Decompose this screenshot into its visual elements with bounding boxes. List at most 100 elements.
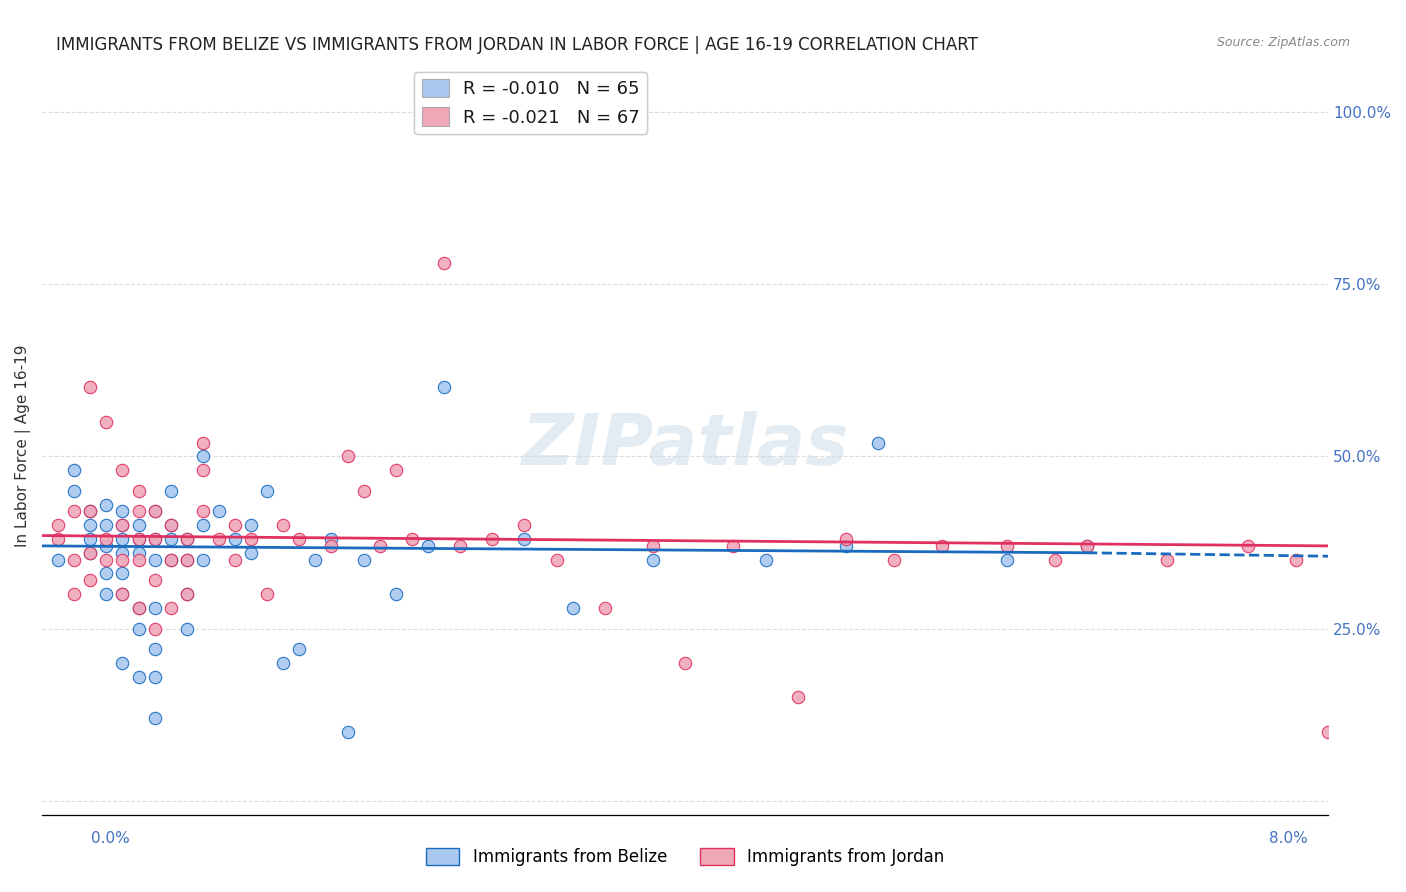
Point xyxy=(128,670,150,684)
Point xyxy=(641,552,664,566)
Point xyxy=(673,656,696,670)
Point xyxy=(96,566,118,581)
Point xyxy=(271,656,294,670)
Point xyxy=(111,566,134,581)
Point xyxy=(96,532,118,546)
Point xyxy=(513,532,536,546)
Point xyxy=(240,546,263,560)
Point xyxy=(931,539,953,553)
Point xyxy=(159,483,181,498)
Point xyxy=(96,518,118,533)
Point xyxy=(111,552,134,566)
Point xyxy=(143,504,166,518)
Point xyxy=(96,552,118,566)
Point xyxy=(159,532,181,546)
Point xyxy=(191,518,214,533)
Point xyxy=(1043,552,1066,566)
Point xyxy=(128,600,150,615)
Point xyxy=(191,552,214,566)
Point xyxy=(191,504,214,518)
Point xyxy=(143,622,166,636)
Point xyxy=(111,587,134,601)
Point xyxy=(1076,539,1098,553)
Point xyxy=(995,552,1018,566)
Point xyxy=(128,600,150,615)
Point xyxy=(288,642,311,657)
Point xyxy=(143,670,166,684)
Point xyxy=(433,256,456,270)
Text: ZIPatlas: ZIPatlas xyxy=(522,411,849,481)
Point xyxy=(159,518,181,533)
Point xyxy=(176,532,198,546)
Point xyxy=(63,552,86,566)
Point xyxy=(240,532,263,546)
Point xyxy=(224,552,246,566)
Point xyxy=(128,546,150,560)
Point xyxy=(401,532,423,546)
Point xyxy=(143,552,166,566)
Point xyxy=(159,600,181,615)
Point xyxy=(336,725,359,739)
Point xyxy=(336,450,359,464)
Legend: R = -0.010   N = 65, R = -0.021   N = 67: R = -0.010 N = 65, R = -0.021 N = 67 xyxy=(415,71,647,134)
Point xyxy=(46,518,69,533)
Point xyxy=(143,711,166,725)
Point xyxy=(128,504,150,518)
Point xyxy=(256,587,278,601)
Point xyxy=(641,539,664,553)
Text: 0.0%: 0.0% xyxy=(91,831,131,846)
Point xyxy=(111,587,134,601)
Point xyxy=(63,504,86,518)
Point xyxy=(561,600,583,615)
Point xyxy=(835,539,858,553)
Point xyxy=(593,600,616,615)
Point xyxy=(143,574,166,588)
Point xyxy=(321,532,343,546)
Point xyxy=(128,518,150,533)
Point xyxy=(111,546,134,560)
Point xyxy=(368,539,391,553)
Point xyxy=(1285,552,1308,566)
Point xyxy=(128,622,150,636)
Point xyxy=(224,518,246,533)
Point xyxy=(176,532,198,546)
Text: 8.0%: 8.0% xyxy=(1268,831,1308,846)
Point xyxy=(208,532,231,546)
Point xyxy=(754,552,776,566)
Point xyxy=(883,552,905,566)
Point xyxy=(63,463,86,477)
Point xyxy=(79,532,101,546)
Point xyxy=(79,546,101,560)
Point xyxy=(546,552,568,566)
Point xyxy=(46,552,69,566)
Point xyxy=(481,532,503,546)
Point xyxy=(995,539,1018,553)
Point xyxy=(191,450,214,464)
Point xyxy=(321,539,343,553)
Text: Source: ZipAtlas.com: Source: ZipAtlas.com xyxy=(1216,36,1350,49)
Point xyxy=(159,518,181,533)
Point xyxy=(513,518,536,533)
Point xyxy=(353,552,375,566)
Point xyxy=(723,539,745,553)
Point xyxy=(384,463,406,477)
Point xyxy=(866,435,889,450)
Point xyxy=(176,622,198,636)
Point xyxy=(111,656,134,670)
Point xyxy=(79,504,101,518)
Point xyxy=(79,574,101,588)
Point xyxy=(111,532,134,546)
Point xyxy=(176,587,198,601)
Point xyxy=(191,435,214,450)
Point xyxy=(79,380,101,394)
Point xyxy=(128,483,150,498)
Point xyxy=(433,380,456,394)
Point xyxy=(143,532,166,546)
Point xyxy=(143,504,166,518)
Point xyxy=(159,552,181,566)
Point xyxy=(288,532,311,546)
Point xyxy=(111,518,134,533)
Point xyxy=(176,552,198,566)
Point xyxy=(1317,725,1340,739)
Point xyxy=(63,587,86,601)
